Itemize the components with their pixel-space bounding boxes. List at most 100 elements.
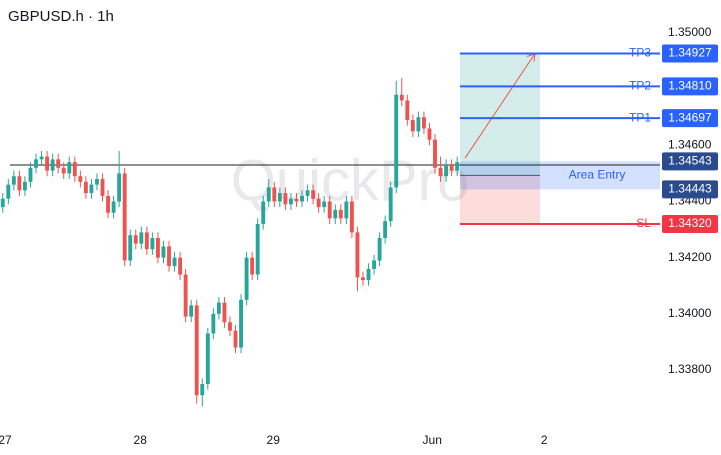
candle-body xyxy=(383,221,388,238)
level-price-box xyxy=(662,109,718,128)
entry-price-box xyxy=(662,152,718,171)
candle-body xyxy=(155,237,160,258)
candle-body xyxy=(50,159,55,171)
candle-body xyxy=(433,139,437,168)
x-tick-label: 27 xyxy=(0,433,12,447)
candle-body xyxy=(361,277,365,281)
y-tick-label: 1.34200 xyxy=(668,250,712,264)
candle-body xyxy=(444,164,449,177)
candle-body xyxy=(34,159,38,168)
level-price-label: 1.34927 xyxy=(668,46,712,60)
x-tick-label: 2 xyxy=(541,433,548,447)
candle-body xyxy=(133,235,138,244)
x-tick-label: 29 xyxy=(267,433,281,447)
candle-body xyxy=(128,235,133,261)
level-name: TP3 xyxy=(629,46,651,60)
candle-body xyxy=(311,190,316,199)
candle-body xyxy=(216,302,221,314)
candle-body xyxy=(305,190,310,196)
level-price-label: 1.34320 xyxy=(668,216,712,230)
candle-body xyxy=(283,193,288,205)
candle-body xyxy=(239,299,243,348)
candle-body xyxy=(89,184,94,194)
candle-body xyxy=(28,167,33,182)
x-tick-label: 28 xyxy=(134,433,148,447)
candle-body xyxy=(300,195,304,202)
candle-body xyxy=(11,176,16,185)
candle-body xyxy=(261,201,266,224)
candle-body xyxy=(200,384,205,396)
y-tick-label: 1.34000 xyxy=(668,306,712,320)
level-price-box xyxy=(662,214,718,233)
candle-body xyxy=(17,176,22,191)
profit-zone xyxy=(460,53,540,176)
candle-body xyxy=(394,94,399,188)
entry-zone-label: Area Entry xyxy=(569,168,626,182)
candle-body xyxy=(316,198,321,208)
level-price-box xyxy=(662,77,718,96)
candle-body xyxy=(449,164,454,171)
candle-body xyxy=(106,195,110,213)
candle-body xyxy=(139,232,144,244)
candle-body xyxy=(39,156,44,160)
candle-body xyxy=(266,187,271,202)
candle-body xyxy=(421,117,426,129)
candle-body xyxy=(233,330,238,348)
candle-body xyxy=(178,257,183,275)
chart-title: GBPUSD.h · 1h xyxy=(8,8,114,25)
candle-body xyxy=(122,173,127,261)
candle-body xyxy=(6,184,11,199)
candle-body xyxy=(416,117,421,132)
candle-body xyxy=(272,187,277,202)
candle-body xyxy=(410,120,415,132)
candle-body xyxy=(144,232,149,250)
candle-body xyxy=(366,268,371,281)
candle-body xyxy=(372,260,376,269)
entry-price-label: 1.34443 xyxy=(668,182,712,196)
candle-body xyxy=(172,257,177,267)
candle-body xyxy=(322,201,327,208)
candle-body xyxy=(250,257,255,275)
candle-body xyxy=(405,100,410,121)
level-name: TP2 xyxy=(629,79,651,93)
candle-body xyxy=(333,209,338,219)
candle-body xyxy=(349,201,354,233)
candle-body xyxy=(427,128,432,140)
candle-body xyxy=(45,156,50,171)
candle-body xyxy=(167,246,171,267)
level-price-label: 1.34697 xyxy=(668,110,712,124)
candle-body xyxy=(0,198,5,208)
candle-body xyxy=(388,187,393,222)
candle-body xyxy=(95,179,99,185)
x-tick-label: Jun xyxy=(423,433,442,447)
candle-body xyxy=(111,201,116,213)
candle-body xyxy=(117,173,122,202)
candle-body xyxy=(288,198,293,205)
candle-body xyxy=(338,209,343,219)
candle-body xyxy=(100,179,105,196)
level-name: TP1 xyxy=(629,110,651,124)
target-arrow xyxy=(464,53,536,159)
level-price-label: 1.34810 xyxy=(668,79,712,93)
candle-body xyxy=(189,305,194,317)
candle-body xyxy=(277,193,282,202)
candle-body xyxy=(83,181,88,194)
candle-body xyxy=(183,274,188,317)
candle-body xyxy=(194,305,199,396)
entry-price-box xyxy=(662,180,718,199)
candle-body xyxy=(78,176,83,182)
y-tick-label: 1.33800 xyxy=(668,362,712,376)
candle-body xyxy=(455,162,460,171)
loss-zone xyxy=(460,175,540,224)
candle-body xyxy=(244,257,249,300)
y-tick-label: 1.34600 xyxy=(668,137,712,151)
candle-body xyxy=(438,167,443,177)
candle-body xyxy=(22,181,27,191)
candle-body xyxy=(150,237,155,250)
candle-body xyxy=(355,232,360,278)
candle-body xyxy=(377,237,382,261)
candle-body xyxy=(399,94,404,101)
candle-body xyxy=(72,162,77,177)
